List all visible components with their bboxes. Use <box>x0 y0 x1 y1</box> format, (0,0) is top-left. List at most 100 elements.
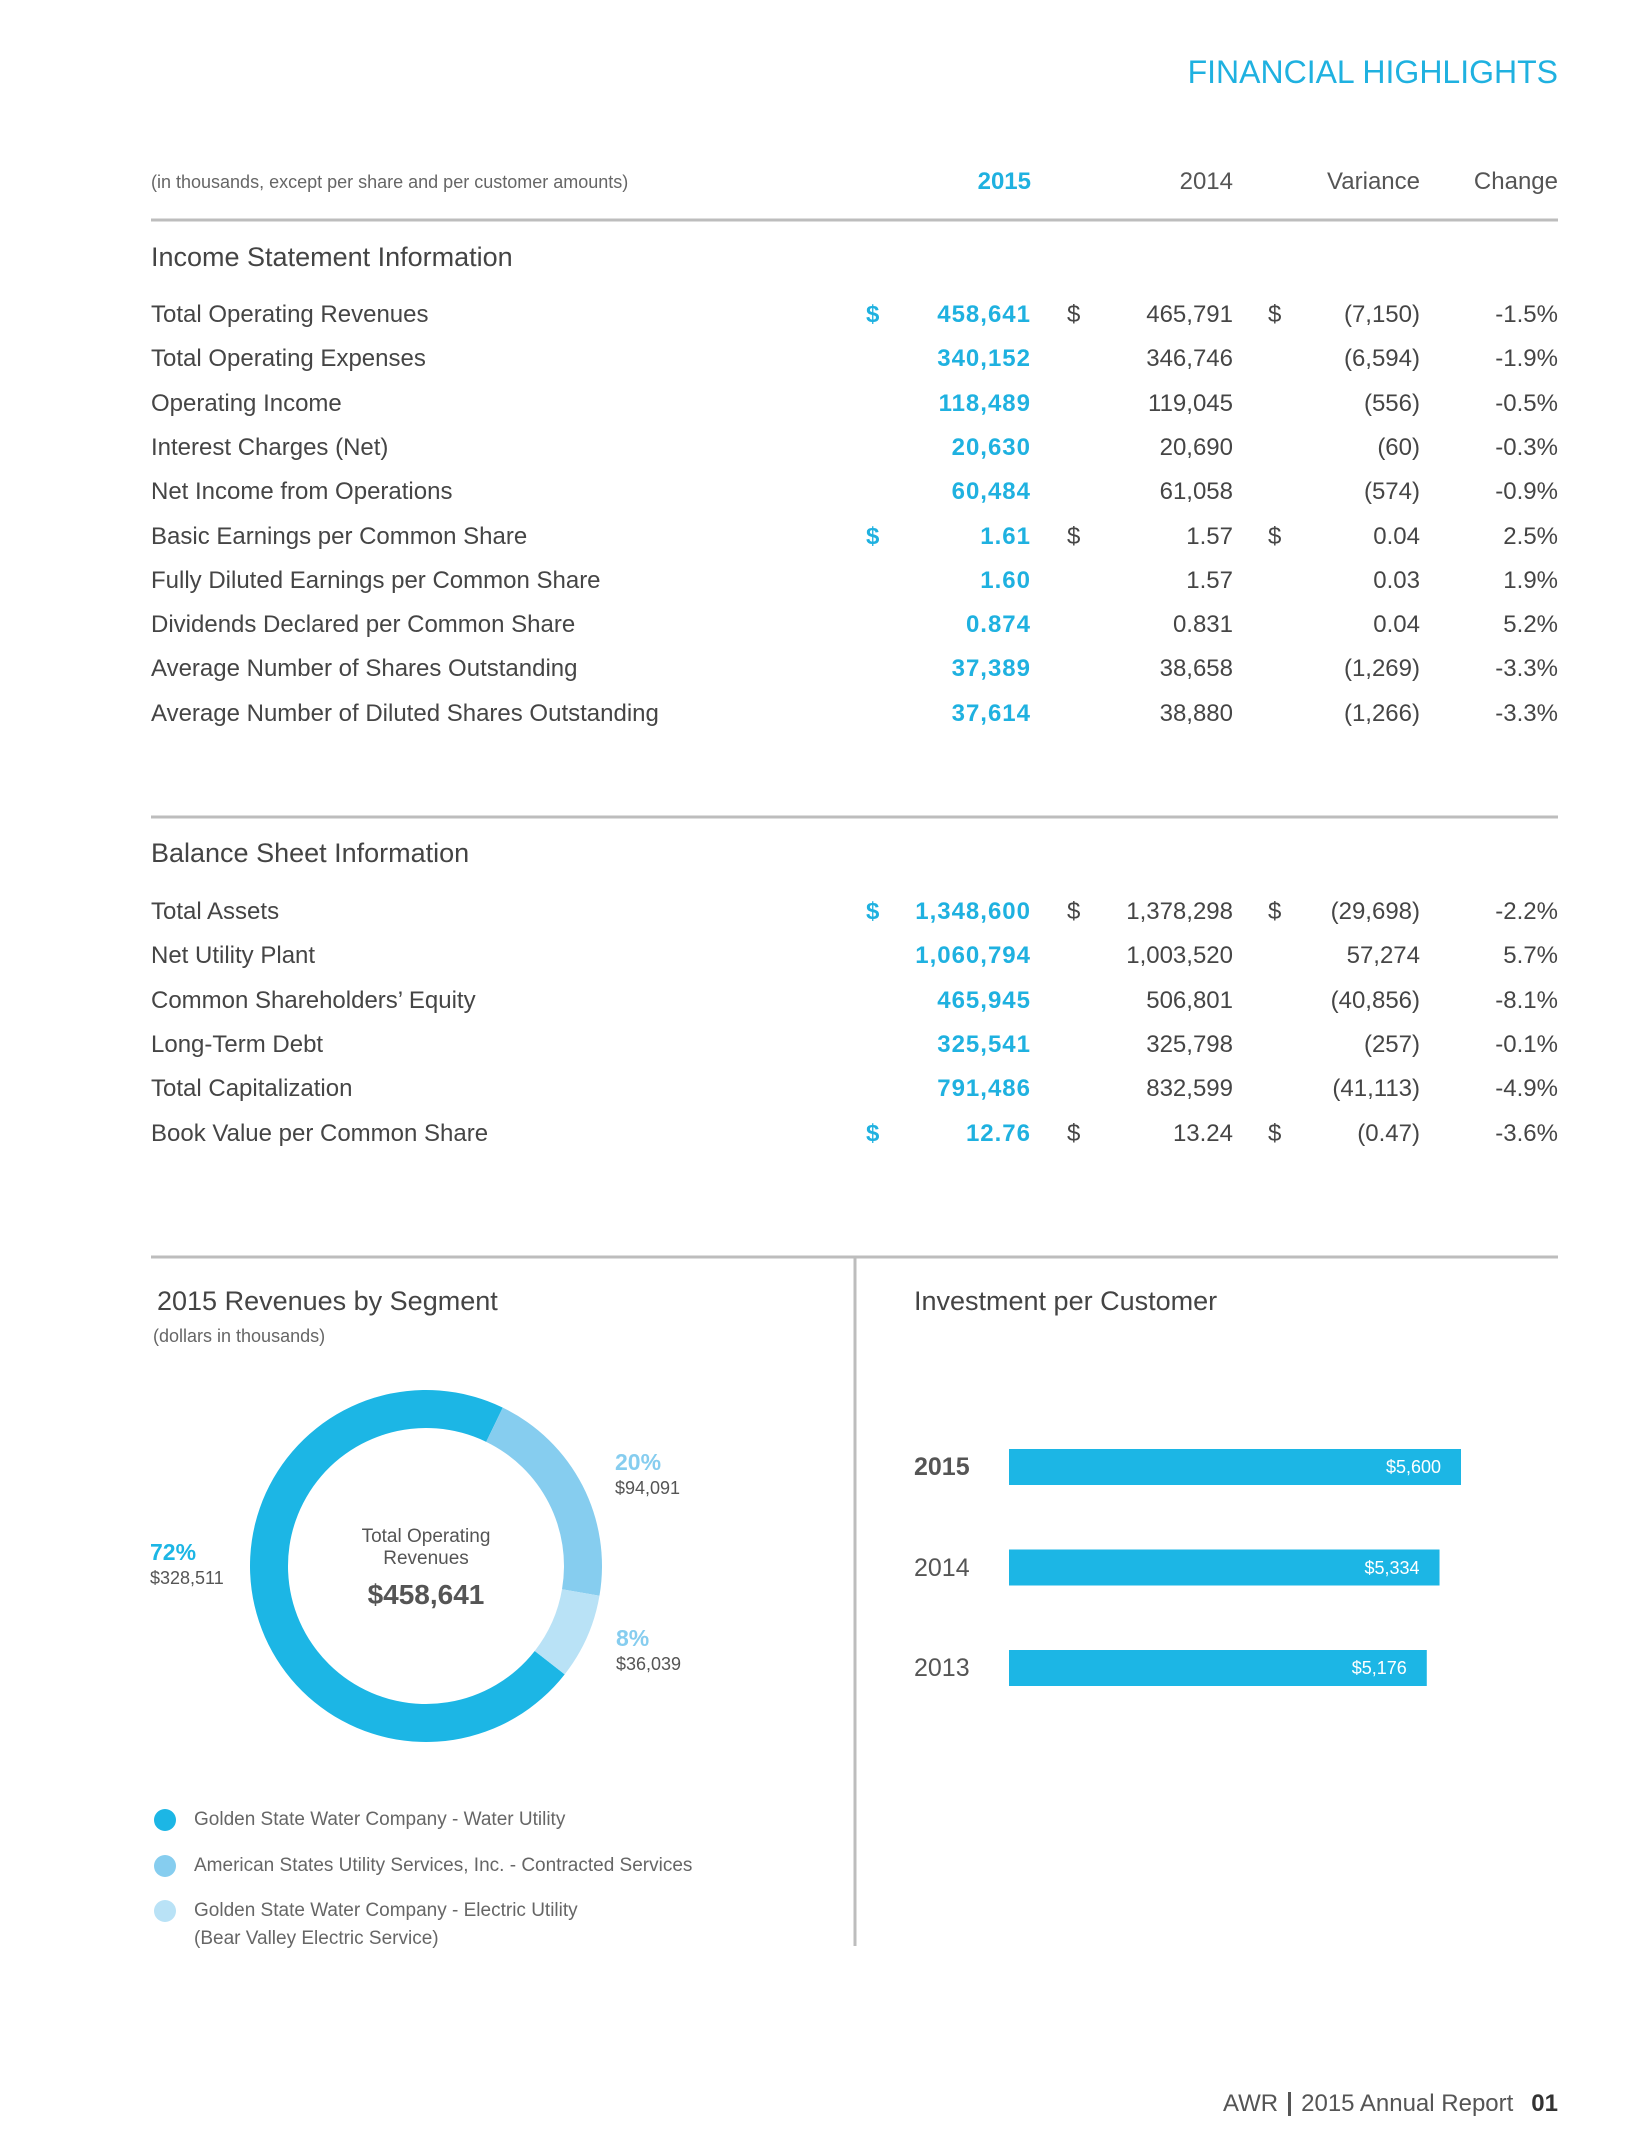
bar <box>1009 1549 1440 1586</box>
value-label: $94,091 <box>615 1478 681 1498</box>
cell: 61,058 <box>1159 478 1233 506</box>
cell: 1,003,520 <box>1126 942 1233 970</box>
chart-title: 2015 Revenues by Segment <box>157 1286 498 1316</box>
cell: 1,348,600 <box>915 898 1031 925</box>
cell: 465,791 <box>1146 301 1233 328</box>
row-label: Dividends Declared per Common Share <box>151 611 576 639</box>
row-label: Total Operating Expenses <box>151 345 426 373</box>
cell: 1.61 <box>980 522 1031 550</box>
table-note: (in thousands, except per share and per … <box>151 172 629 192</box>
legend-label: Golden State Water Company - Water Utili… <box>194 1809 566 1830</box>
cell: -1.5% <box>1495 301 1558 328</box>
cell: -8.1% <box>1495 986 1558 1014</box>
currency-sign: $ <box>1268 898 1282 925</box>
cell: 0.831 <box>1172 611 1233 639</box>
bar <box>1009 1449 1461 1485</box>
currency-sign: $ <box>866 301 880 328</box>
currency-sign: $ <box>1268 522 1282 550</box>
currency-sign: $ <box>1268 1119 1282 1147</box>
cell: 0.874 <box>965 611 1031 639</box>
cell: 0.03 <box>1373 566 1420 594</box>
page-number: 01 <box>1531 2090 1558 2117</box>
cell: 506,801 <box>1146 986 1233 1014</box>
column-header: Variance <box>1327 168 1420 195</box>
category-label: 2014 <box>914 1553 970 1582</box>
legend-label: Golden State Water Company - Electric Ut… <box>194 1900 578 1921</box>
value-label: $328,511 <box>150 1568 224 1588</box>
cell: (1,266) <box>1343 699 1420 727</box>
donut-segment <box>534 1589 600 1675</box>
cell: 37,614 <box>951 699 1031 727</box>
cell: 20,690 <box>1159 433 1233 461</box>
currency-sign: $ <box>1067 522 1081 550</box>
cell: 38,880 <box>1159 699 1233 727</box>
cell: 20,630 <box>951 433 1031 461</box>
cell: (257) <box>1363 1030 1420 1058</box>
cell: 0.04 <box>1373 522 1420 550</box>
cell: 0.04 <box>1373 611 1420 639</box>
bar-value-label: $5,334 <box>1364 1557 1420 1578</box>
column-header: 2014 <box>1179 168 1233 195</box>
legend-swatch <box>154 1809 176 1831</box>
separator <box>1288 2092 1292 2116</box>
cell: 1.9% <box>1503 566 1558 594</box>
row-label: Net Income from Operations <box>151 478 453 506</box>
center-label: Total Operating Revenues <box>361 1526 491 1569</box>
cell: -4.9% <box>1495 1075 1558 1103</box>
center-value: $458,641 <box>367 1579 485 1610</box>
cell: 1,378,298 <box>1126 898 1233 925</box>
cell: -3.6% <box>1495 1119 1558 1147</box>
cell: 1.57 <box>1186 566 1233 594</box>
cell: 1.60 <box>980 566 1031 594</box>
currency-sign: $ <box>1067 898 1081 925</box>
category-label: 2015 <box>914 1453 970 1481</box>
company: AWR <box>1223 2090 1279 2117</box>
percent-label: 72% <box>150 1539 197 1565</box>
row-label: Total Capitalization <box>151 1075 353 1103</box>
cell: (556) <box>1363 389 1420 417</box>
row-label: Average Number of Diluted Shares Outstan… <box>151 699 659 727</box>
currency-sign: $ <box>866 522 880 550</box>
cell: (0.47) <box>1357 1119 1420 1147</box>
cell: 5.7% <box>1503 942 1558 970</box>
currency-sign: $ <box>866 1119 880 1147</box>
percent-label: 20% <box>615 1449 662 1475</box>
cell: 38,658 <box>1159 655 1233 683</box>
cell: (41,113) <box>1332 1075 1420 1103</box>
donut-segment <box>486 1407 602 1596</box>
cell: 465,945 <box>937 986 1031 1014</box>
legend-label: American States Utility Services, Inc. -… <box>194 1855 693 1876</box>
cell: 57,274 <box>1346 942 1420 970</box>
cell: 325,798 <box>1146 1030 1233 1058</box>
cell: (29,698) <box>1330 898 1420 925</box>
bar <box>1009 1650 1427 1686</box>
cell: 13.24 <box>1172 1119 1233 1147</box>
row-label: Net Utility Plant <box>151 942 316 970</box>
chart-subtitle: (dollars in thousands) <box>153 1326 326 1346</box>
cell: 325,541 <box>937 1030 1031 1058</box>
cell: -0.5% <box>1495 389 1558 417</box>
cell: 791,486 <box>937 1075 1031 1103</box>
cell: (6,594) <box>1343 345 1420 373</box>
cell: (7,150) <box>1343 301 1420 328</box>
cell: (1,269) <box>1343 655 1420 683</box>
column-header: 2015 <box>977 168 1031 195</box>
row-label: Common Shareholders’ Equity <box>151 986 476 1014</box>
cell: 458,641 <box>937 301 1031 328</box>
cell: 1.57 <box>1186 522 1233 550</box>
column-header: Change <box>1473 168 1558 195</box>
cell: -0.1% <box>1495 1030 1558 1058</box>
category-label: 2013 <box>914 1654 970 1682</box>
page-title: FINANCIAL HIGHLIGHTS <box>1187 54 1558 90</box>
row-label: Interest Charges (Net) <box>151 433 389 461</box>
cell: 118,489 <box>938 389 1031 417</box>
currency-sign: $ <box>1067 1119 1081 1147</box>
percent-label: 8% <box>616 1625 650 1651</box>
cell: 2.5% <box>1503 522 1558 550</box>
cell: (40,856) <box>1330 986 1420 1014</box>
cell: 60,484 <box>951 478 1031 506</box>
cell: -2.2% <box>1495 898 1558 925</box>
cell: 37,389 <box>951 655 1031 683</box>
